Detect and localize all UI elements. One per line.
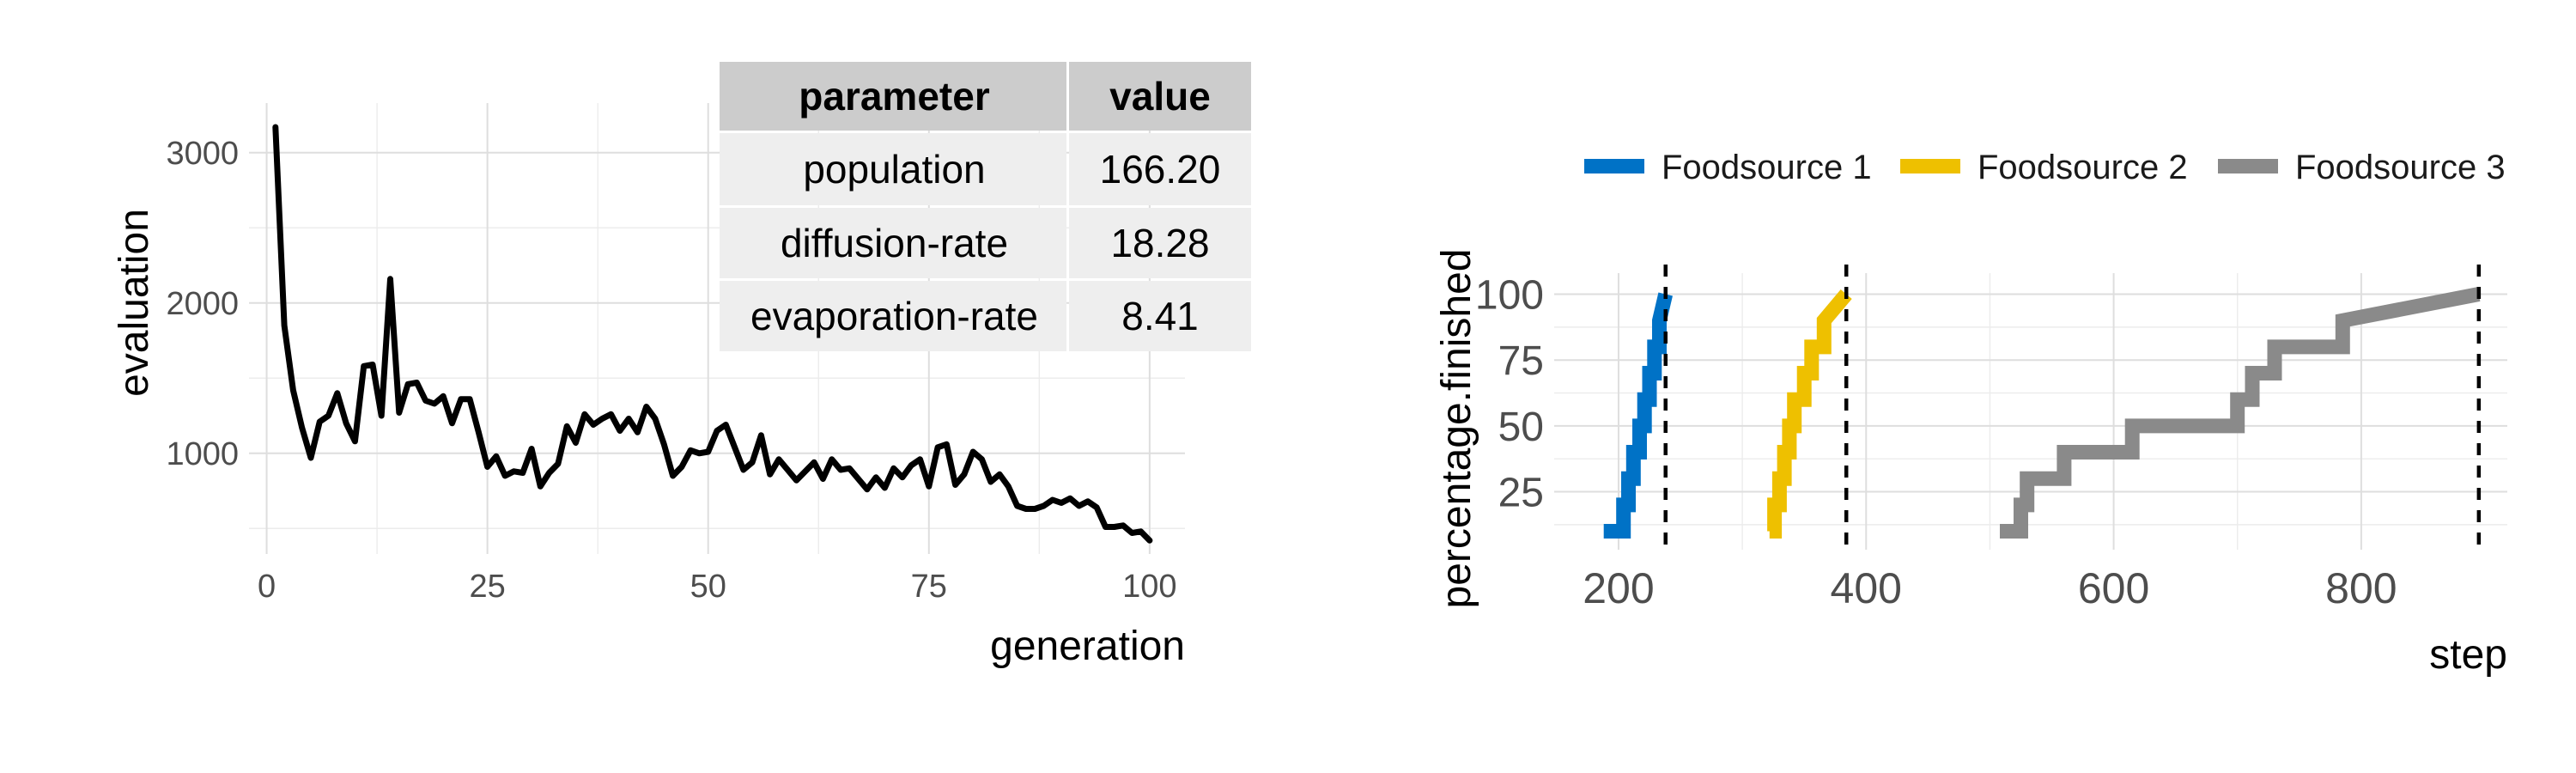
legend-key-foodsource-1 bbox=[1584, 159, 1644, 173]
table-cell-parameter: evaporation-rate bbox=[750, 294, 1038, 338]
foodsource-2-step-line bbox=[1767, 289, 1852, 539]
y-tick-label: 3000 bbox=[166, 136, 239, 172]
y-tick-label: 25 bbox=[1498, 471, 1544, 516]
legend-key-foodsource-3 bbox=[2218, 159, 2278, 173]
x-tick-label: 75 bbox=[911, 569, 947, 605]
table-cell-parameter: diffusion-rate bbox=[781, 221, 1008, 265]
table-cell-value: 8.41 bbox=[1121, 294, 1199, 338]
x-tick-label: 800 bbox=[2325, 564, 2397, 612]
y-tick-label: 100 bbox=[1475, 273, 1544, 319]
table-cell bbox=[1069, 281, 1251, 351]
x-tick-label: 400 bbox=[1831, 564, 1902, 612]
table-header-cell bbox=[720, 62, 1066, 131]
table-cell-parameter: population bbox=[803, 147, 985, 192]
table-cell bbox=[1069, 208, 1251, 278]
legend-key-foodsource-2 bbox=[1900, 159, 1960, 173]
evaluation-series-line bbox=[272, 124, 1153, 544]
table-cell bbox=[1069, 133, 1251, 205]
parameter-table: parameter value population 166.20 diffusion-… bbox=[720, 62, 1251, 351]
x-axis-title: generation bbox=[990, 624, 1185, 669]
legend-label-foodsource-2: Foodsource 2 bbox=[1978, 149, 2188, 186]
legend-label-foodsource-3: Foodsource 3 bbox=[2295, 149, 2506, 186]
table-header-value: value bbox=[1109, 74, 1211, 119]
y-axis-title: percentage.finished bbox=[1434, 249, 1479, 609]
table-cell bbox=[720, 133, 1066, 205]
table-header-parameter: parameter bbox=[799, 74, 990, 119]
x-tick-label: 0 bbox=[258, 569, 276, 605]
table-cell bbox=[720, 208, 1066, 278]
table-cell-value: 18.28 bbox=[1110, 221, 1209, 265]
table-header-cell bbox=[1069, 62, 1251, 131]
foodsource-3-step-line bbox=[2000, 287, 2481, 539]
percentage-finished-step-chart: 200 400 600 800 25 50 75 100 step percentage.fini… bbox=[1434, 149, 2507, 678]
y-tick-label: 2000 bbox=[166, 286, 239, 322]
table-cell bbox=[720, 281, 1066, 351]
table-cell-value: 166.20 bbox=[1100, 147, 1221, 192]
y-axis-title: evaluation bbox=[112, 209, 157, 397]
x-tick-label: 100 bbox=[1122, 569, 1176, 605]
x-tick-label: 50 bbox=[690, 569, 726, 605]
y-tick-label: 50 bbox=[1498, 405, 1544, 450]
y-tick-label: 1000 bbox=[166, 436, 239, 472]
foodsource-1-step-line bbox=[1603, 292, 1673, 539]
x-axis-title: step bbox=[2429, 632, 2507, 678]
legend-label-foodsource-1: Foodsource 1 bbox=[1662, 149, 1872, 186]
x-tick-label: 200 bbox=[1583, 564, 1654, 612]
x-tick-label: 25 bbox=[470, 569, 506, 605]
y-tick-label: 75 bbox=[1498, 338, 1544, 384]
x-tick-label: 600 bbox=[2078, 564, 2149, 612]
